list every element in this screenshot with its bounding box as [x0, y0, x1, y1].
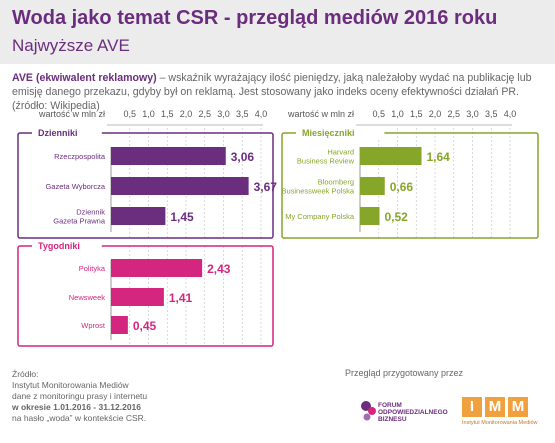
tick-label: 2,5 — [447, 109, 460, 119]
fob-logo: FORUM ODPOWIEDZIALNEGO BIZNESU — [360, 394, 448, 438]
tick-label: 3,0 — [217, 109, 230, 119]
tick-label: 1,5 — [410, 109, 423, 119]
value-label: 0,45 — [133, 319, 157, 333]
imm-letter: M — [485, 397, 505, 417]
tick-label: 4,0 — [504, 109, 517, 119]
ave-description: AVE (ekwiwalent reklamowy) – wskaźnik wy… — [12, 71, 548, 113]
panel-box — [17, 132, 274, 239]
imm-logo-caption: Instytut Monitorowania Mediów — [462, 420, 538, 426]
tick-label: 3,0 — [466, 109, 479, 119]
source-note: Źródło: Instytut Monitorowania Mediów da… — [12, 369, 147, 424]
tick-label: 4,0 — [255, 109, 268, 119]
value-label: 3,67 — [254, 180, 278, 194]
bar — [360, 147, 422, 165]
axis-label: wartość w mln zł — [38, 109, 105, 119]
category-label: My Company Polska — [285, 212, 355, 221]
value-label: 2,43 — [207, 262, 231, 276]
fob-logo-text: FORUM ODPOWIEDZIALNEGO BIZNESU — [378, 402, 448, 423]
prepared-by-label: Przegląd przygotowany przez — [345, 368, 464, 378]
category-label: Newsweek — [69, 293, 106, 302]
tick-label: 1,5 — [161, 109, 174, 119]
panel-header-bg — [296, 127, 385, 139]
fob-logo-line: BIZNESU — [378, 416, 407, 423]
category-label: Gazeta Prawna — [53, 217, 106, 226]
category-label: Wprost — [81, 321, 106, 330]
category-label: Businessweek Polska — [281, 187, 354, 196]
tick-label: 2,5 — [198, 109, 211, 119]
bar — [111, 288, 164, 306]
bar — [111, 177, 249, 195]
fob-logo-line: ODPOWIEDZIALNEGO — [378, 409, 448, 416]
bar — [111, 259, 203, 277]
value-label: 0,66 — [390, 180, 414, 194]
page-title: Woda jako temat CSR - przegląd mediów 20… — [12, 7, 498, 29]
bar — [360, 207, 380, 225]
imm-logo: I M M Instytut Monitorowania Mediów — [457, 397, 547, 437]
tick-label: 3,5 — [236, 109, 249, 119]
value-label: 3,06 — [231, 150, 255, 164]
category-label: Rzeczpospolita — [54, 152, 106, 161]
source-line: Instytut Monitorowania Mediów — [12, 380, 129, 390]
panel-header-bg — [32, 127, 102, 139]
panel-header-bg — [32, 240, 102, 252]
category-label: Harvard — [327, 148, 354, 157]
value-label: 1,45 — [170, 210, 194, 224]
value-label: 0,52 — [385, 210, 409, 224]
tick-label: 2,0 — [180, 109, 193, 119]
tick-label: 0,5 — [123, 109, 136, 119]
source-line: Źródło: — [12, 369, 39, 379]
axis-label: wartość w mln zł — [287, 109, 354, 119]
panel-header: Miesięczniki — [302, 128, 355, 138]
source-line: na hasło „woda” w kontekście CSR. — [12, 413, 147, 423]
tick-label: 1,0 — [391, 109, 404, 119]
category-label: Business Review — [297, 157, 355, 166]
bar — [360, 177, 385, 195]
value-label: 1,41 — [169, 291, 193, 305]
value-label: 1,64 — [427, 150, 451, 164]
ave-definition: – wskaźnik wyrażający ilość pieniędzy, j… — [12, 72, 532, 112]
tick-label: 3,5 — [485, 109, 498, 119]
category-label: Polityka — [79, 264, 106, 273]
ave-term: AVE (ekwiwalent reklamowy) — [12, 72, 157, 84]
header-band: Woda jako temat CSR - przegląd mediów 20… — [0, 0, 555, 64]
panel-box — [281, 132, 539, 239]
fob-logo-icon — [361, 401, 376, 421]
source-line: dane z monitoringu prasy i internetu — [12, 391, 148, 401]
panel-header: Tygodniki — [38, 241, 80, 251]
imm-letter: M — [508, 397, 528, 417]
panel-header: Dzienniki — [38, 128, 78, 138]
imm-letter: I — [462, 397, 482, 417]
source-line: w okresie 1.01.2016 - 31.12.2016 — [12, 402, 142, 412]
page-subtitle: Najwyższe AVE — [12, 36, 130, 55]
bar — [111, 207, 166, 225]
tick-label: 1,0 — [142, 109, 155, 119]
tick-label: 2,0 — [429, 109, 442, 119]
category-label: Dziennik — [76, 208, 105, 217]
category-label: Gazeta Wyborcza — [45, 182, 105, 191]
bar — [111, 316, 128, 334]
tick-label: 0,5 — [372, 109, 385, 119]
fob-logo-line: FORUM — [378, 402, 402, 409]
panel-box — [17, 245, 274, 347]
category-label: Bloomberg — [318, 178, 354, 187]
bar — [111, 147, 226, 165]
